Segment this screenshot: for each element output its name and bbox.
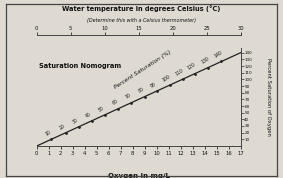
Text: 30: 30 — [72, 117, 79, 124]
Text: Water temperature in degrees Celsius (°C): Water temperature in degrees Celsius (°C… — [62, 5, 221, 12]
Text: 130: 130 — [200, 56, 210, 65]
Text: 50: 50 — [98, 105, 106, 112]
Text: 140: 140 — [213, 50, 223, 59]
Text: Oxygen in mg/L: Oxygen in mg/L — [108, 173, 170, 178]
Text: 110: 110 — [175, 68, 185, 77]
Text: 60: 60 — [111, 99, 119, 106]
Text: Percent Saturation (%): Percent Saturation (%) — [113, 50, 172, 90]
Text: 70: 70 — [124, 93, 132, 100]
Text: 120: 120 — [186, 62, 197, 71]
Text: 100: 100 — [161, 74, 171, 83]
Text: 40: 40 — [85, 111, 92, 118]
Text: Percent Saturation of Oxygen: Percent Saturation of Oxygen — [266, 58, 271, 136]
Text: 90: 90 — [149, 82, 157, 89]
Text: Saturation Nomogram: Saturation Nomogram — [39, 63, 121, 69]
Text: 10: 10 — [44, 130, 52, 137]
Text: 20: 20 — [58, 123, 66, 130]
Text: (Determine this with a Celsius thermometer): (Determine this with a Celsius thermomet… — [87, 18, 196, 23]
Text: 80: 80 — [138, 87, 145, 94]
